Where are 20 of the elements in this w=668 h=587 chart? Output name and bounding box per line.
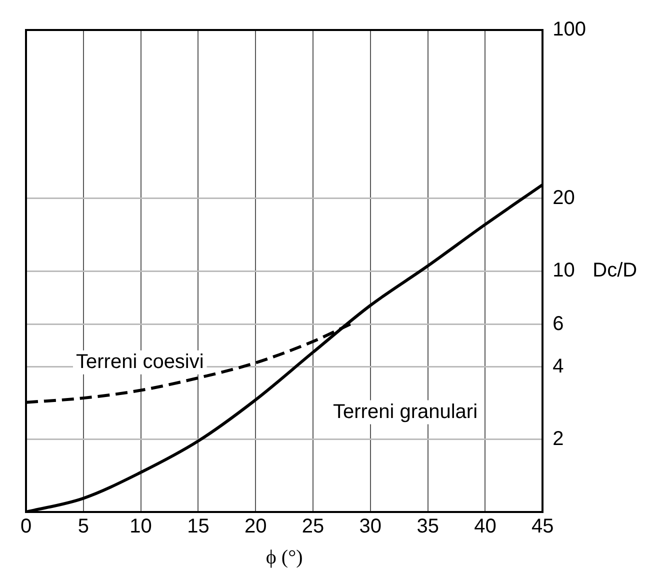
y-tick-label: 4 (552, 355, 564, 378)
x-tick-label: 40 (474, 516, 496, 538)
y-tick-label: 2 (552, 428, 564, 450)
x-tick-label: 5 (78, 516, 89, 538)
x-tick-label: 25 (302, 516, 324, 538)
x-tick-label: 30 (359, 516, 382, 538)
x-tick-label: 10 (130, 516, 152, 538)
x-tick-label: 15 (187, 516, 210, 538)
x-tick-label: 45 (532, 516, 554, 538)
y-tick-label: 20 (552, 186, 575, 209)
y-axis-title: Dc/D (592, 260, 638, 282)
y-tick-label: 6 (552, 312, 564, 335)
x-axis-title: ϕ (°) (266, 546, 303, 568)
y-tick-label: 100 (552, 18, 586, 41)
text: Terreni granulari (333, 400, 478, 423)
x-tick-label: 35 (416, 516, 439, 538)
series-label: Terreni coesivi (76, 350, 204, 373)
x-tick-label: 20 (244, 516, 267, 538)
x-tick-label: 0 (20, 516, 32, 538)
y-tick-label: 10 (552, 260, 575, 282)
